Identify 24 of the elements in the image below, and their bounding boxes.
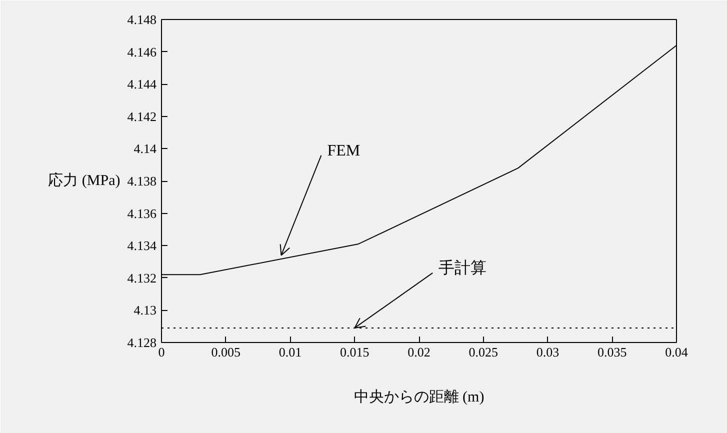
x-tick-label: 0.04 (665, 344, 688, 360)
x-tick-label: 0.015 (340, 344, 370, 360)
x-tick-label: 0.03 (536, 344, 560, 360)
x-tick-label: 0.005 (211, 344, 240, 360)
y-tick-label: 4.136 (127, 206, 157, 221)
y-tick-label: 4.13 (134, 302, 156, 318)
y-tick-label: 4.132 (127, 270, 156, 286)
x-tick-label: 0.035 (598, 344, 627, 360)
y-tick-label: 4.134 (127, 238, 157, 254)
annotation: 手計算 (438, 258, 487, 277)
x-tick-label: 0 (158, 344, 165, 360)
y-tick-label: 4.148 (127, 12, 156, 27)
y-tick-label: 4.128 (127, 335, 156, 350)
y-tick-label: 4.138 (127, 174, 156, 188)
y-tick-label: 4.14 (134, 141, 157, 156)
x-axis-title: 中央からの距離 (m) (354, 388, 484, 406)
x-tick-label: 0.01 (278, 344, 302, 360)
x-tick-label: 0.025 (468, 344, 498, 360)
annotation: FEM (327, 142, 360, 160)
x-tick-label: 0.02 (408, 344, 430, 360)
y-tick-label: 4.144 (127, 76, 157, 92)
y-tick-label: 4.146 (127, 44, 157, 60)
y-tick-label: 4.142 (127, 108, 156, 124)
y-axis-title: 応力 (MPa) (48, 172, 120, 189)
